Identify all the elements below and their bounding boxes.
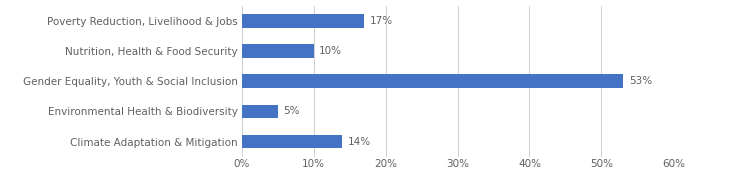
Bar bbox=[242, 74, 623, 88]
Text: 10%: 10% bbox=[319, 46, 343, 56]
Text: 53%: 53% bbox=[629, 76, 652, 86]
Bar bbox=[242, 135, 343, 148]
Bar bbox=[242, 14, 364, 28]
Text: 5%: 5% bbox=[283, 106, 300, 116]
Bar bbox=[242, 104, 277, 118]
Text: 14%: 14% bbox=[348, 137, 371, 146]
Text: 17%: 17% bbox=[370, 16, 393, 26]
Bar bbox=[242, 44, 313, 58]
